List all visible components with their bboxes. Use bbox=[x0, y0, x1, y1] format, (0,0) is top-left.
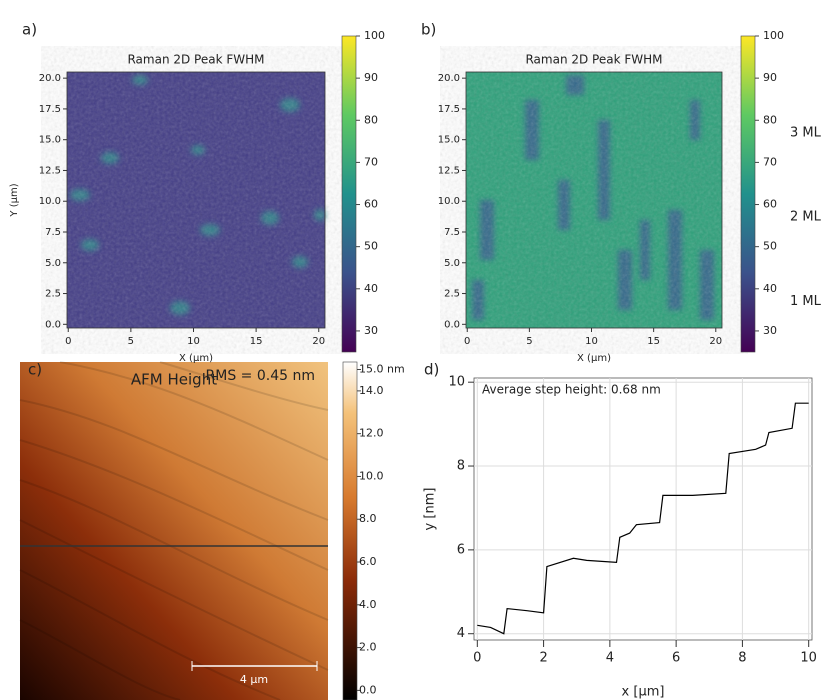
x-axis-label: X (μm) bbox=[577, 353, 611, 364]
colorbar bbox=[341, 35, 357, 353]
colorbar-tick-label: 70 bbox=[364, 155, 378, 168]
x-tick-label: 10 bbox=[800, 651, 817, 666]
y-tick-label: 4 bbox=[457, 626, 465, 641]
x-axis-label: x [μm] bbox=[622, 685, 665, 700]
colorbar-tick-label: 15.0 nm bbox=[359, 362, 405, 375]
colorbar-tick-label: 40 bbox=[763, 282, 777, 295]
x-tick-label: 10 bbox=[187, 336, 200, 347]
y-axis-label: Y (μm) bbox=[9, 183, 20, 217]
y-tick-label: 20.0 bbox=[39, 73, 61, 84]
colorbar-tick-label: 30 bbox=[364, 324, 378, 337]
x-tick-label: 10 bbox=[585, 336, 598, 347]
y-tick-label: 17.5 bbox=[438, 104, 460, 115]
panel-label: b) bbox=[421, 21, 436, 39]
y-axis-label: y [nm] bbox=[423, 488, 438, 531]
colorbar bbox=[740, 35, 756, 353]
y-tick-label: 12.5 bbox=[438, 165, 460, 176]
plot-frame bbox=[473, 377, 813, 641]
y-tick-label: 7.5 bbox=[45, 227, 61, 238]
x-tick-label: 0 bbox=[65, 336, 71, 347]
x-tick-label: 2 bbox=[539, 651, 547, 666]
colorbar-tick-label: 0.0 bbox=[359, 683, 377, 696]
heatmap-image bbox=[466, 72, 722, 328]
x-axis-label: X (μm) bbox=[179, 353, 213, 364]
y-tick-label: 2.5 bbox=[45, 289, 61, 300]
x-tick-label: 5 bbox=[128, 336, 134, 347]
colorbar-tick-label: 60 bbox=[763, 198, 777, 211]
colorbar-tick-label: 4.0 bbox=[359, 598, 377, 611]
y-tick-label: 10.0 bbox=[438, 196, 460, 207]
x-tick-label: 6 bbox=[672, 651, 680, 666]
y-tick-label: 0.0 bbox=[444, 319, 460, 330]
afm-image bbox=[19, 361, 329, 700]
y-tick-label: 5.0 bbox=[45, 258, 61, 269]
y-tick-label: 15.0 bbox=[438, 135, 460, 146]
y-tick-label: 15.0 bbox=[39, 135, 61, 146]
y-tick-label: 12.5 bbox=[39, 165, 61, 176]
colorbar-annotation: 3 ML bbox=[790, 125, 822, 140]
y-tick-label: 6 bbox=[457, 542, 465, 557]
plot-frame bbox=[465, 71, 723, 329]
x-tick-label: 15 bbox=[647, 336, 660, 347]
panel-label: a) bbox=[22, 21, 37, 39]
chart-title: Raman 2D Peak FWHM bbox=[525, 53, 662, 67]
colorbar-tick-label: 70 bbox=[763, 155, 777, 168]
plot-frame bbox=[66, 71, 326, 329]
x-tick-label: 5 bbox=[526, 336, 532, 347]
scalebar-label: 4 μm bbox=[240, 673, 268, 686]
y-tick-label: 2.5 bbox=[444, 289, 460, 300]
x-tick-label: 20 bbox=[312, 336, 325, 347]
colorbar-annotation: 2 ML bbox=[790, 210, 822, 225]
colorbar-annotation: 1 ML bbox=[790, 294, 822, 309]
colorbar-tick-label: 100 bbox=[763, 29, 784, 42]
x-tick-label: 4 bbox=[606, 651, 614, 666]
data-line bbox=[477, 402, 809, 635]
annotation: RMS = 0.45 nm bbox=[206, 368, 315, 384]
y-tick-label: 17.5 bbox=[39, 104, 61, 115]
y-tick-label: 10 bbox=[448, 375, 465, 390]
colorbar-tick-label: 30 bbox=[763, 324, 777, 337]
y-tick-label: 5.0 bbox=[444, 258, 460, 269]
colorbar-tick-label: 8.0 bbox=[359, 512, 377, 525]
panel-label: d) bbox=[424, 361, 439, 379]
y-tick-label: 20.0 bbox=[438, 73, 460, 84]
heatmap-image bbox=[67, 72, 326, 328]
colorbar-tick-label: 12.0 bbox=[359, 427, 384, 440]
y-tick-label: 8 bbox=[457, 459, 465, 474]
colorbar-tick-label: 80 bbox=[763, 113, 777, 126]
x-tick-label: 8 bbox=[738, 651, 746, 666]
y-tick-label: 7.5 bbox=[444, 227, 460, 238]
colorbar-tick-label: 90 bbox=[364, 71, 378, 84]
colorbar-tick-label: 100 bbox=[364, 29, 385, 42]
annotation: Average step height: 0.68 nm bbox=[482, 383, 661, 397]
x-tick-label: 0 bbox=[464, 336, 470, 347]
colorbar bbox=[342, 361, 358, 700]
colorbar-tick-label: 10.0 bbox=[359, 469, 384, 482]
colorbar-tick-label: 60 bbox=[364, 198, 378, 211]
colorbar-tick-label: 90 bbox=[763, 71, 777, 84]
panel-label: c) bbox=[28, 361, 42, 379]
colorbar-tick-label: 50 bbox=[763, 240, 777, 253]
x-tick-label: 0 bbox=[473, 651, 481, 666]
x-tick-label: 20 bbox=[709, 336, 722, 347]
colorbar-tick-label: 50 bbox=[364, 240, 378, 253]
colorbar-tick-label: 80 bbox=[364, 113, 378, 126]
y-tick-label: 0.0 bbox=[45, 319, 61, 330]
colorbar-tick-label: 14.0 bbox=[359, 384, 384, 397]
colorbar-tick-label: 2.0 bbox=[359, 641, 377, 654]
y-tick-label: 10.0 bbox=[39, 196, 61, 207]
chart-title: AFM Height bbox=[131, 371, 217, 389]
colorbar-tick-label: 6.0 bbox=[359, 555, 377, 568]
colorbar-tick-label: 40 bbox=[364, 282, 378, 295]
chart-title: Raman 2D Peak FWHM bbox=[127, 53, 264, 67]
x-tick-label: 15 bbox=[250, 336, 263, 347]
